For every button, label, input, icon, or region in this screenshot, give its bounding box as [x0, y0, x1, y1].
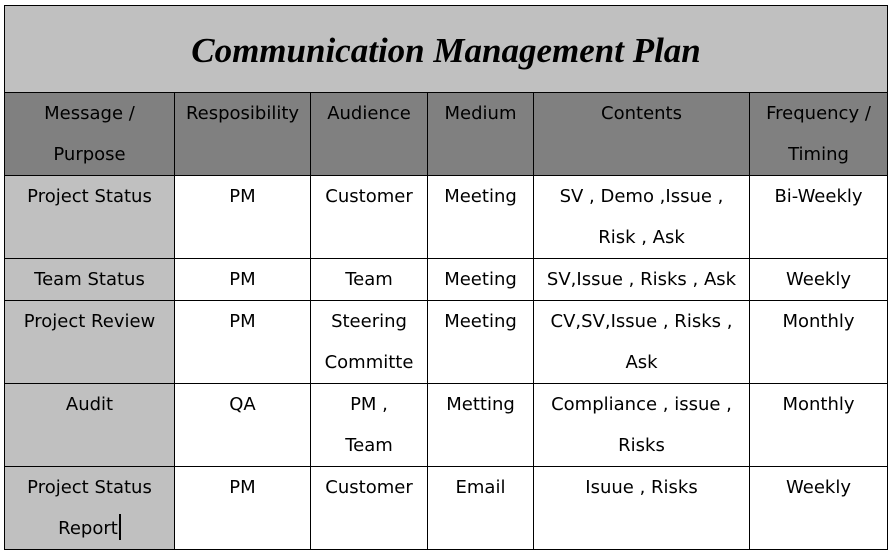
cell-message-purpose[interactable]: Team Status [4, 258, 175, 301]
document-title[interactable]: Communication Management Plan [3, 5, 889, 93]
cell-medium[interactable]: Meeting [427, 258, 534, 301]
communication-plan-table: Communication Management Plan Message / … [3, 5, 889, 550]
cell-responsibility[interactable]: PM [174, 175, 311, 259]
cell-frequency-timing[interactable]: Weekly [748, 258, 889, 301]
cell-message-purpose[interactable]: Project Status [4, 175, 175, 259]
cell-message-purpose[interactable]: Project Review [4, 300, 175, 384]
cell-audience[interactable]: Steering Committe [310, 300, 428, 384]
header-row: Message / Purpose Resposibility Audience… [4, 92, 889, 176]
header-cell-responsibility[interactable]: Resposibility [174, 92, 311, 176]
cell-frequency-timing[interactable]: Weekly [748, 466, 889, 550]
header-cell-medium[interactable]: Medium [427, 92, 534, 176]
cell-contents[interactable]: CV,SV,Issue , Risks , Ask [533, 300, 750, 384]
title-row: Communication Management Plan [3, 5, 889, 93]
table-row: Project Status PM Customer Meeting SV , … [4, 175, 889, 259]
cell-audience[interactable]: Customer [310, 175, 428, 259]
cell-message-purpose[interactable]: Project Status Report [4, 466, 175, 550]
cell-audience[interactable]: Team [310, 258, 428, 301]
cell-contents[interactable]: SV,Issue , Risks , Ask [533, 258, 750, 301]
cell-contents[interactable]: SV , Demo ,Issue , Risk , Ask [533, 175, 750, 259]
table-row: Project Status Report PM Customer Email … [4, 466, 889, 550]
cell-frequency-timing[interactable]: Monthly [748, 300, 889, 384]
header-cell-message-purpose[interactable]: Message / Purpose [4, 92, 175, 176]
cell-medium[interactable]: Meeting [427, 175, 534, 259]
table-row: Team Status PM Team Meeting SV,Issue , R… [4, 258, 889, 301]
header-cell-contents[interactable]: Contents [533, 92, 750, 176]
table-row: Audit QA PM , Team Metting Compliance , … [4, 383, 889, 467]
text-cursor [118, 514, 121, 540]
cell-frequency-timing[interactable]: Monthly [748, 383, 889, 467]
cell-contents[interactable]: Compliance , issue , Risks [533, 383, 750, 467]
cell-contents[interactable]: Isuue , Risks [533, 466, 750, 550]
cell-frequency-timing[interactable]: Bi-Weekly [748, 175, 889, 259]
cell-message-purpose-text: Project Status Report [27, 477, 152, 539]
cell-medium[interactable]: Email [427, 466, 534, 550]
table-row: Project Review PM Steering Committe Meet… [4, 300, 889, 384]
cell-responsibility[interactable]: PM [174, 300, 311, 384]
header-cell-frequency-timing[interactable]: Frequency / Timing [748, 92, 889, 176]
cell-audience[interactable]: PM , Team [310, 383, 428, 467]
cell-responsibility[interactable]: PM [174, 466, 311, 550]
cell-responsibility[interactable]: QA [174, 383, 311, 467]
cell-medium[interactable]: Meeting [427, 300, 534, 384]
cell-message-purpose[interactable]: Audit [4, 383, 175, 467]
cell-responsibility[interactable]: PM [174, 258, 311, 301]
cell-audience[interactable]: Customer [310, 466, 428, 550]
header-cell-audience[interactable]: Audience [310, 92, 428, 176]
cell-medium[interactable]: Metting [427, 383, 534, 467]
